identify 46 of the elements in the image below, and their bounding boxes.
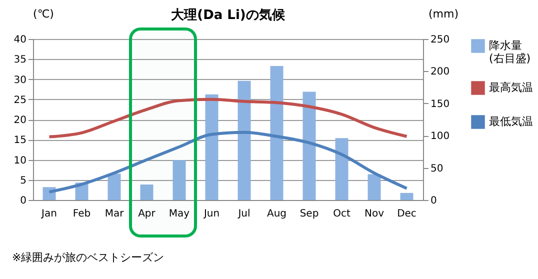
bar — [335, 138, 348, 200]
y-tick-label: 30 — [14, 74, 26, 86]
line-series — [48, 98, 408, 138]
y2-tick-label: 200 — [430, 66, 450, 78]
y-tick-label: 40 — [14, 34, 26, 46]
y-tick-label: 15 — [14, 135, 26, 146]
bar — [140, 184, 154, 200]
y2-tick-label: 100 — [430, 131, 450, 142]
bar — [368, 174, 381, 200]
y-tick-label: 35 — [14, 54, 26, 66]
x-tick-label: Feb — [72, 208, 91, 220]
legend-label: 降水量 (右目盛) — [489, 39, 531, 65]
x-tick-label: Aug — [266, 208, 287, 220]
x-tick-label: Jul — [237, 208, 250, 220]
y2-tick-label: 250 — [430, 34, 450, 46]
y-tick-label: 10 — [14, 155, 26, 166]
x-tick-label: Sep — [300, 208, 319, 220]
legend-label: 最低気温 — [489, 115, 533, 128]
line-series — [48, 130, 408, 194]
y-tick-label: 0 — [20, 196, 26, 206]
bar — [172, 160, 186, 200]
y2-tick-label: 150 — [430, 98, 450, 110]
y2-axis-title: (mm) — [428, 8, 459, 20]
y-tick-label: 5 — [20, 175, 26, 186]
x-tick-label: Oct — [333, 208, 350, 220]
chart-title: 大理(Da Li)の気候 — [171, 8, 286, 23]
y2-tick-label: 0 — [430, 196, 437, 206]
y2-tick-label: 50 — [430, 163, 444, 174]
bar — [205, 94, 218, 200]
x-tick-label: Nov — [364, 208, 384, 220]
bar — [238, 80, 251, 200]
text: ※緑囲みが旅のベストシーズン — [12, 250, 164, 265]
y-tick-label: 25 — [14, 94, 26, 106]
legend-label: 最高気温 — [489, 81, 533, 94]
y-axis-title: (℃) — [33, 8, 54, 20]
bar — [302, 92, 316, 200]
x-tick-label: Jun — [202, 208, 220, 220]
y-tick-label: 20 — [14, 115, 26, 126]
x-tick-label: Mar — [104, 208, 125, 220]
bar — [108, 174, 121, 200]
x-tick-label: Apr — [138, 208, 156, 220]
x-tick-label: May — [168, 208, 190, 220]
bar — [400, 192, 414, 200]
x-tick-label: Dec — [397, 208, 416, 220]
x-tick-label: Jan — [40, 208, 57, 220]
bar — [270, 66, 284, 200]
